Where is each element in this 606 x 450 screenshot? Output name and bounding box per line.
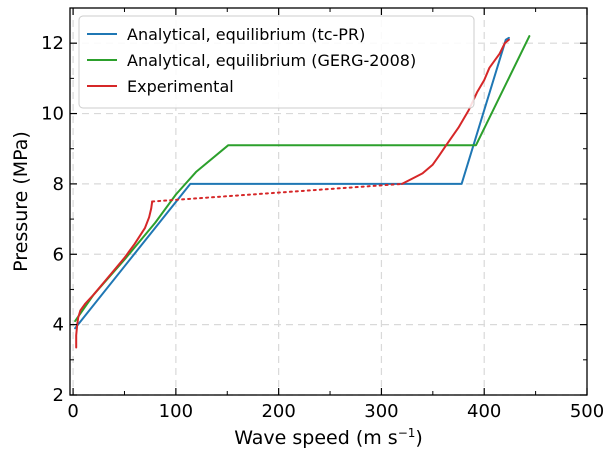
legend: Analytical, equilibrium (tc-PR) Analytica… (78, 15, 475, 109)
legend-label: Analytical, equilibrium (tc-PR) (127, 25, 365, 44)
x-tick-label: 400 (467, 401, 501, 422)
legend-box (78, 15, 475, 109)
x-tick-label: 500 (570, 401, 604, 422)
series-line-4 (151, 182, 403, 203)
y-tick-label: 8 (53, 174, 64, 195)
plot-series (74, 35, 531, 349)
series-line-3 (75, 200, 154, 349)
y-tick-label: 6 (53, 244, 64, 265)
series-line-5 (401, 38, 510, 185)
y-tick-label: 2 (53, 385, 64, 406)
series-line-1 (74, 36, 510, 330)
x-tick-label: 200 (261, 401, 295, 422)
x-tick-label: 0 (67, 401, 78, 422)
y-tick-label: 10 (41, 104, 64, 125)
x-tick-label: 100 (159, 401, 193, 422)
x-axis-label: Wave speed (m s−1) (234, 426, 423, 449)
legend-label: Analytical, equilibrium (GERG-2008) (127, 51, 416, 70)
y-axis-label: Pressure (MPa) (10, 131, 32, 272)
y-tick-label: 12 (41, 33, 64, 54)
legend-label: Experimental (127, 77, 234, 96)
plot-frame (69, 7, 588, 396)
x-tick-label: 300 (364, 401, 398, 422)
axis-ticks: 0 100 200 300 400 500 2 4 6 8 10 12 (41, 7, 604, 422)
y-tick-label: 4 (53, 315, 64, 336)
